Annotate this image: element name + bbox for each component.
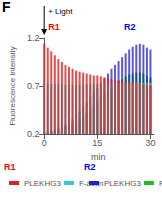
svg-text:F: F xyxy=(2,0,11,15)
svg-text:PLEKHG3: PLEKHG3 xyxy=(104,179,141,188)
svg-text:1.2: 1.2 xyxy=(27,33,40,43)
svg-text:0.7: 0.7 xyxy=(27,81,40,91)
svg-text:R1: R1 xyxy=(48,22,60,32)
svg-text:F-actin: F-actin xyxy=(159,179,162,188)
svg-text:F-actin: F-actin xyxy=(79,179,103,188)
svg-text:15: 15 xyxy=(92,138,102,148)
svg-text:min: min xyxy=(91,152,106,162)
svg-text:+ Light: + Light xyxy=(48,7,73,16)
svg-text:PLEKHG3: PLEKHG3 xyxy=(24,179,61,188)
svg-text:Fluorescence intensity: Fluorescence intensity xyxy=(8,46,17,126)
svg-text:R2: R2 xyxy=(124,22,136,32)
svg-text:0: 0 xyxy=(42,138,47,148)
svg-text:R1: R1 xyxy=(4,162,16,172)
svg-text:0.2: 0.2 xyxy=(27,129,40,139)
svg-text:R2: R2 xyxy=(84,162,96,172)
svg-text:30: 30 xyxy=(145,138,155,148)
